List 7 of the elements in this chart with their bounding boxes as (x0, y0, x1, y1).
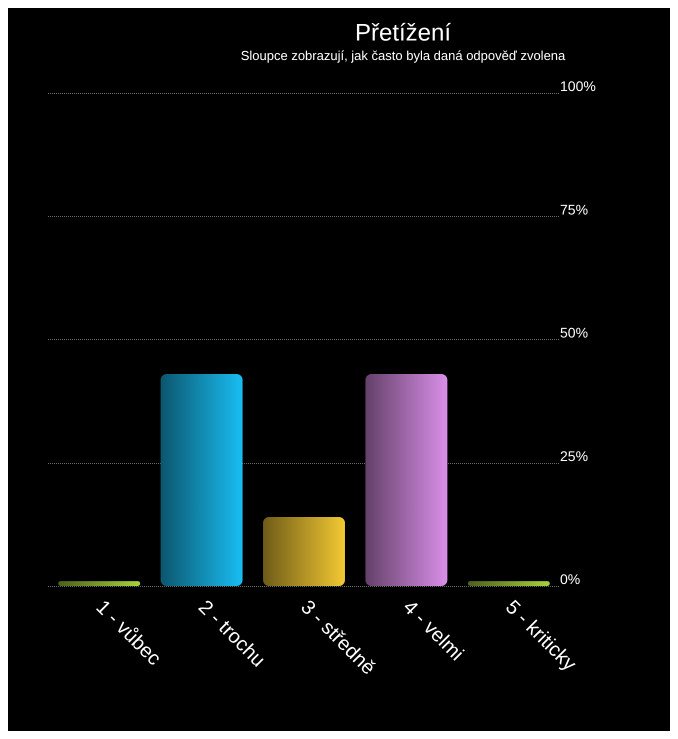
y-tick-label: 100% (560, 78, 596, 94)
y-tick-label: 0% (560, 571, 580, 587)
y-tick-label: 75% (560, 201, 588, 218)
y-tick-label: 50% (560, 324, 588, 340)
y-tick-label: 25% (560, 448, 588, 464)
chart-subtitle: Sloupce zobrazují, jak často byla daná odpověď zvolena (240, 48, 566, 63)
chart-title: Přetížení (354, 20, 452, 46)
